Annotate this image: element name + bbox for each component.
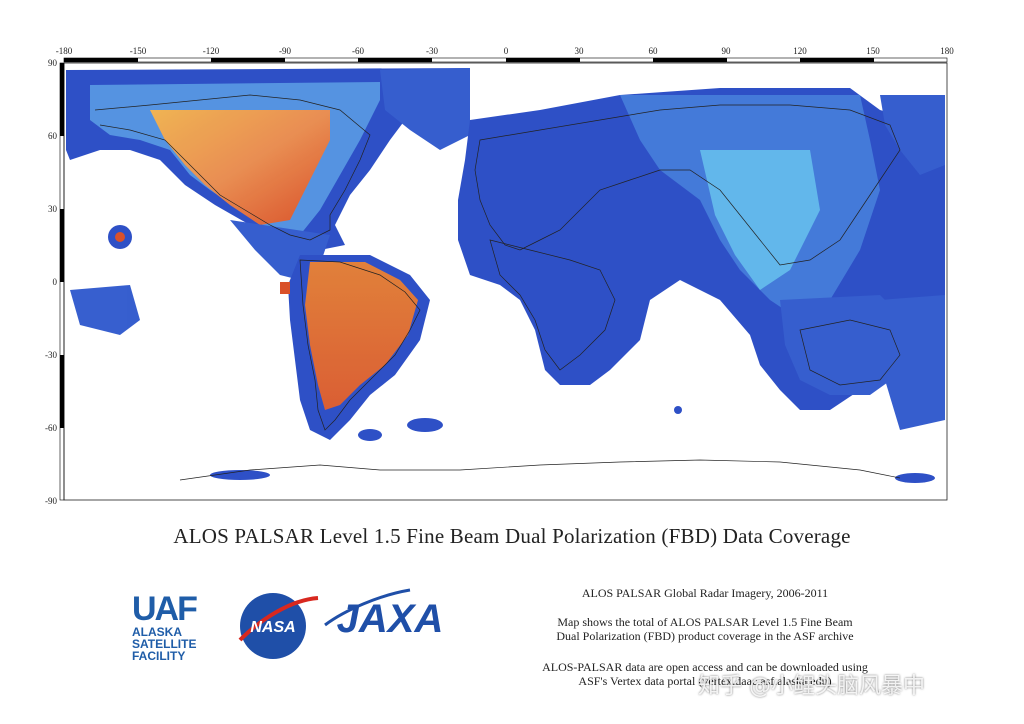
lon-label: -30 [426, 46, 438, 56]
info-access: ALOS-PALSAR data are open access and can… [540, 660, 870, 688]
lon-tick-labels: -180 -150 -120 -90 -60 -30 0 30 60 90 12… [56, 46, 955, 56]
lat-tick-labels: 90 60 30 0 -30 -60 -90 [45, 58, 58, 506]
lon-label: 30 [575, 46, 585, 56]
lat-label: -60 [45, 423, 57, 433]
coverage-layer [66, 68, 945, 483]
lat-label: 30 [48, 204, 58, 214]
lon-label: -60 [352, 46, 364, 56]
info-line: Dual Polarization (FBD) product coverage… [556, 629, 854, 643]
uaf-line: FACILITY [132, 649, 186, 663]
lat-label: 60 [48, 131, 58, 141]
uaf-logo: UAF ALASKA SATELLITE FACILITY [132, 592, 204, 662]
lon-label: 150 [866, 46, 880, 56]
lon-label: 180 [940, 46, 954, 56]
nasa-text: NASA [250, 619, 295, 636]
watermark: 知乎 @小鲤头脑风暴中 [698, 674, 925, 699]
lat-label: -90 [45, 496, 57, 506]
lon-label: -90 [279, 46, 291, 56]
info-line: Map shows the total of ALOS PALSAR Level… [557, 615, 853, 629]
uaf-line: ALASKA [132, 625, 182, 639]
info-line: ASF's Vertex data portal (vertex.daac.as… [578, 674, 832, 688]
nasa-logo: NASA [238, 593, 319, 659]
lat-label: 90 [48, 58, 58, 68]
lat-label: -30 [45, 350, 57, 360]
lon-label: -180 [56, 46, 73, 56]
coastlines [94, 94, 901, 481]
uaf-line: SATELLITE [132, 637, 197, 651]
lon-label: 0 [504, 46, 509, 56]
lon-label: 60 [649, 46, 659, 56]
lon-label: -150 [130, 46, 147, 56]
map-title: ALOS PALSAR Level 1.5 Fine Beam Dual Pol… [173, 524, 851, 548]
info-line: ALOS-PALSAR data are open access and can… [542, 660, 868, 674]
lon-label: 90 [722, 46, 732, 56]
lon-label: -120 [203, 46, 220, 56]
uaf-mark: UAF [132, 590, 198, 628]
jaxa-logo: JAXA [324, 588, 444, 641]
info-heading: ALOS PALSAR Global Radar Imagery, 2006-2… [581, 586, 829, 600]
lon-label: 120 [793, 46, 807, 56]
lat-label: 0 [53, 277, 58, 287]
top-scale-bar [63, 57, 948, 63]
jaxa-text: JAXA [337, 597, 444, 641]
left-scale-bar [59, 62, 65, 501]
info-description: Map shows the total of ALOS PALSAR Level… [540, 615, 870, 643]
